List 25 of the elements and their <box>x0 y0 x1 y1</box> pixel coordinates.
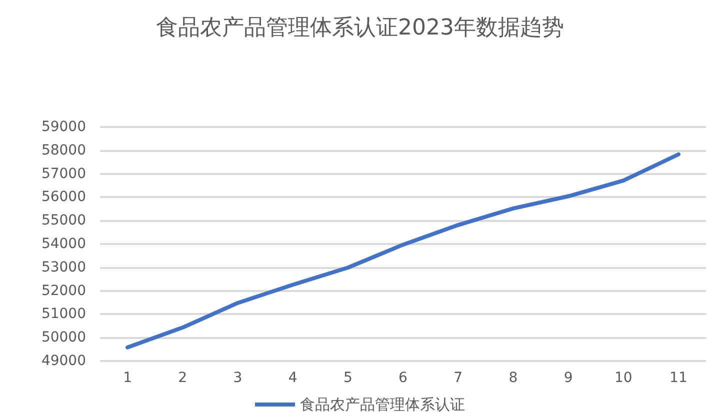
y-tick-label: 55000 <box>41 212 86 229</box>
x-tick-label: 4 <box>288 370 298 386</box>
x-tick-label: 11 <box>670 370 688 386</box>
y-tick-label: 58000 <box>41 142 86 158</box>
y-tick-label: 52000 <box>41 282 86 299</box>
y-tick-label: 57000 <box>41 166 86 182</box>
legend-label: 食品农产品管理体系认证 <box>300 396 465 414</box>
x-tick-label: 5 <box>343 370 352 386</box>
y-tick-label: 50000 <box>41 330 86 346</box>
x-tick-label: 8 <box>508 370 518 386</box>
x-tick-label: 1 <box>123 370 132 386</box>
y-tick-label: 49000 <box>41 353 86 369</box>
x-tick-label: 9 <box>564 370 573 386</box>
y-tick-label: 54000 <box>41 236 86 252</box>
y-tick-label: 59000 <box>41 119 86 135</box>
x-tick-label: 2 <box>178 370 188 386</box>
x-tick-label: 7 <box>454 370 463 386</box>
y-tick-label: 51000 <box>41 306 86 322</box>
x-tick-label: 6 <box>398 370 408 386</box>
x-tick-label: 10 <box>614 370 632 386</box>
y-tick-label: 56000 <box>41 189 86 206</box>
chart-title: 食品农产品管理体系认证2023年数据趋势 <box>156 16 564 40</box>
x-tick-label: 3 <box>233 370 242 386</box>
line-series <box>126 152 680 350</box>
y-tick-label: 53000 <box>41 259 86 276</box>
